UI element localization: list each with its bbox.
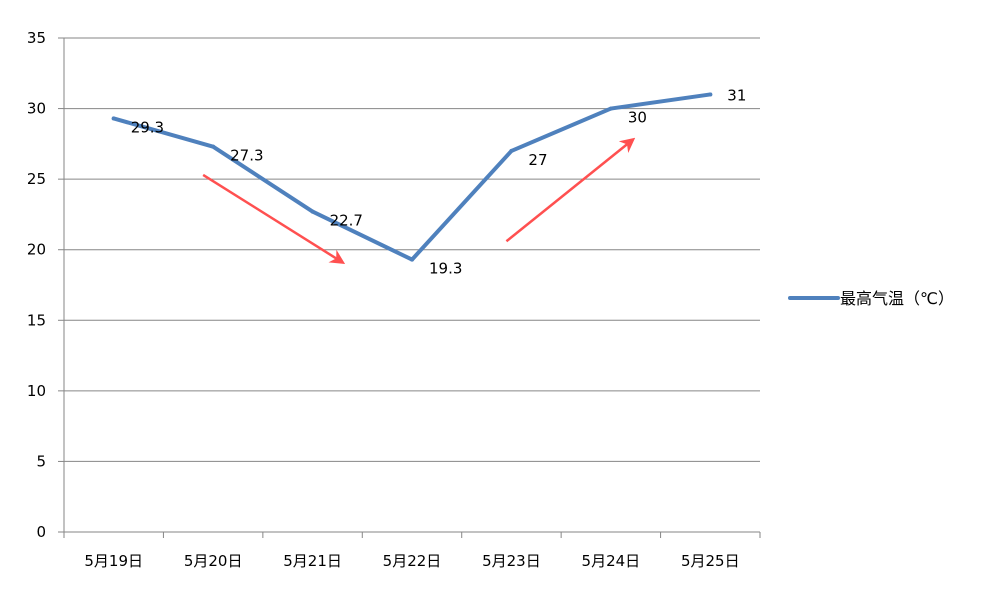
data-label: 30: [628, 109, 647, 127]
x-tick-label: 5月24日: [582, 552, 641, 570]
data-labels: 29.3 27.3 22.7 19.3 27 30 31: [131, 86, 747, 277]
x-tick-label: 5月20日: [184, 552, 243, 570]
y-tick-label: 0: [36, 523, 46, 541]
x-tick-label: 5月25日: [681, 552, 740, 570]
y-tick-label: 30: [27, 100, 46, 118]
legend-label: 最高气温（℃）: [840, 289, 954, 308]
data-point: [310, 209, 315, 214]
data-label: 19.3: [429, 260, 462, 278]
legend: 最高气温（℃）: [788, 289, 954, 308]
data-point: [111, 116, 116, 121]
annotation-arrow: [202, 173, 346, 265]
data-point: [509, 148, 514, 153]
data-point: [708, 92, 713, 97]
y-tick-label: 10: [27, 382, 46, 400]
y-tick-label: 5: [36, 452, 46, 470]
y-tick-label: 35: [27, 29, 46, 47]
data-label: 27: [528, 151, 547, 169]
x-tick-label: 5月19日: [84, 552, 143, 570]
data-point: [211, 144, 216, 149]
x-tick-label: 5月23日: [482, 552, 541, 570]
annotation-arrow: [505, 137, 636, 243]
annotation-arrows: [202, 137, 636, 265]
data-label: 27.3: [230, 147, 263, 165]
data-point: [608, 106, 613, 111]
data-label: 22.7: [330, 212, 363, 230]
series-layer: [111, 92, 713, 262]
y-tick-label: 20: [27, 241, 46, 259]
grid-lines: [64, 37, 760, 462]
y-tick-label: 15: [27, 311, 46, 329]
data-label: 29.3: [131, 118, 164, 136]
y-tick-label: 25: [27, 170, 46, 188]
series-line: [111, 92, 713, 262]
y-axis: 0 5 10 15 20 25 30 35: [27, 29, 65, 541]
x-axis: 5月19日 5月20日 5月21日 5月22日 5月23日 5月24日 5月25日: [63, 531, 761, 570]
data-point: [410, 257, 414, 262]
data-label: 31: [727, 86, 746, 104]
x-tick-label: 5月21日: [283, 552, 342, 570]
x-tick-label: 5月22日: [383, 552, 442, 570]
